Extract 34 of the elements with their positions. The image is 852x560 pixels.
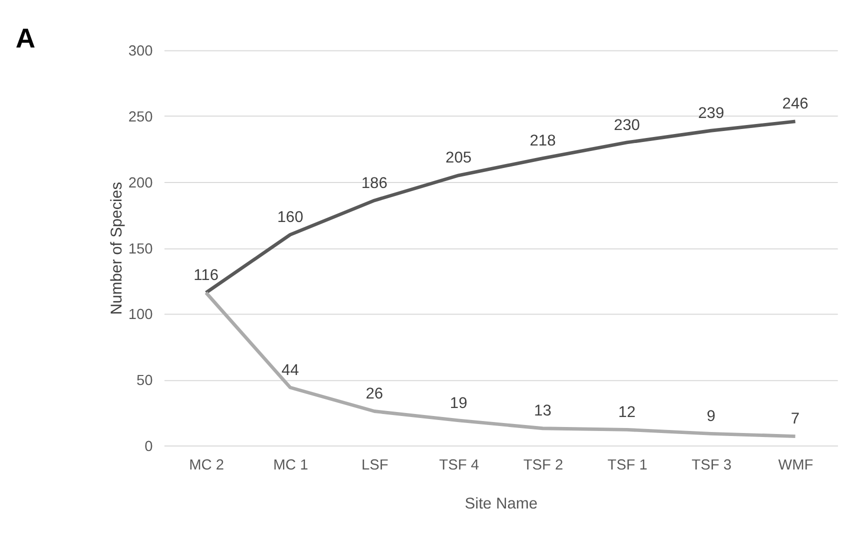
y-tick-label: 300 bbox=[128, 44, 153, 60]
x-tick-label: LSF bbox=[361, 457, 388, 474]
data-label: 12 bbox=[618, 404, 636, 422]
y-axis-title: Number of Species bbox=[108, 182, 126, 315]
data-label: 19 bbox=[450, 394, 468, 412]
y-tick-label: 50 bbox=[136, 373, 153, 390]
data-label: 9 bbox=[706, 408, 716, 425]
data-label: 7 bbox=[790, 410, 800, 428]
data-label: 239 bbox=[698, 104, 724, 122]
y-tick-label: 150 bbox=[128, 241, 153, 258]
y-tick-label: 250 bbox=[128, 110, 153, 126]
data-label: 218 bbox=[530, 132, 556, 150]
x-tick-label: TSF 4 bbox=[439, 457, 479, 474]
data-label: 230 bbox=[614, 116, 640, 134]
data-label: 44 bbox=[282, 362, 300, 379]
x-axis-title: Site Name bbox=[464, 495, 538, 512]
x-tick-label: MC 1 bbox=[273, 457, 308, 474]
x-tick-label: WMF bbox=[778, 457, 814, 474]
y-tick-label: 0 bbox=[144, 438, 153, 455]
y-tick-label: 200 bbox=[128, 175, 153, 192]
data-label: 160 bbox=[277, 209, 304, 226]
data-label: 26 bbox=[366, 386, 384, 403]
x-tick-label: TSF 1 bbox=[607, 457, 648, 474]
x-tick-label: TSF 2 bbox=[523, 457, 564, 474]
line-series bbox=[204, 290, 797, 438]
data-label: 116 bbox=[194, 266, 218, 284]
chart-title: A bbox=[16, 22, 36, 54]
x-tick-label: TSF 3 bbox=[692, 457, 732, 474]
y-tick-label: 100 bbox=[128, 307, 153, 324]
data-label: 13 bbox=[534, 402, 552, 420]
data-label: 186 bbox=[361, 174, 388, 192]
data-label: 246 bbox=[782, 96, 808, 113]
x-tick-label: MC 2 bbox=[189, 457, 224, 474]
data-label: 205 bbox=[446, 150, 472, 167]
